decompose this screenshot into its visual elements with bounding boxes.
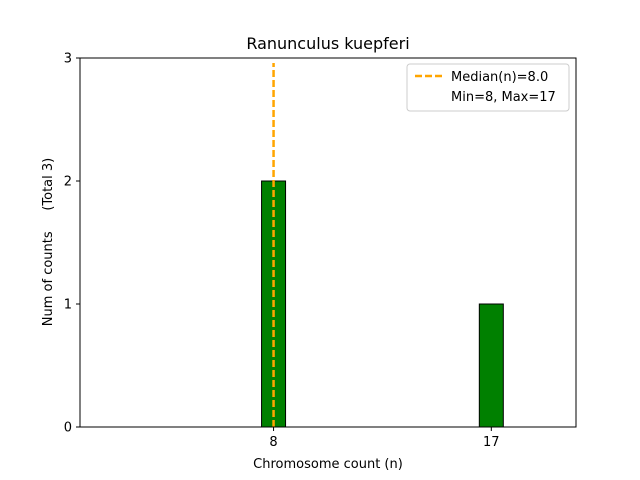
legend-box <box>406 63 570 112</box>
y-tick-label: 0 <box>64 421 72 436</box>
y-axis-label: Num of counts (Total 3) <box>41 158 56 326</box>
x-axis-label: Chromosome count (n) <box>253 457 403 472</box>
legend: Median(n)=8.0 Min=8, Max=17 <box>406 63 570 112</box>
chart-title: Ranunculus kuepferi <box>246 34 409 53</box>
y-tick-label: 3 <box>64 52 72 67</box>
legend-minmax-label: Min=8, Max=17 <box>451 90 556 105</box>
x-tick-label: 8 <box>269 435 277 450</box>
plot-frame <box>79 57 577 428</box>
legend-median-label: Median(n)=8.0 <box>451 70 548 85</box>
y-tick-label: 2 <box>64 175 72 190</box>
x-tick-label: 17 <box>483 435 500 450</box>
y-tick-label: 1 <box>64 298 72 313</box>
bar <box>478 303 504 428</box>
